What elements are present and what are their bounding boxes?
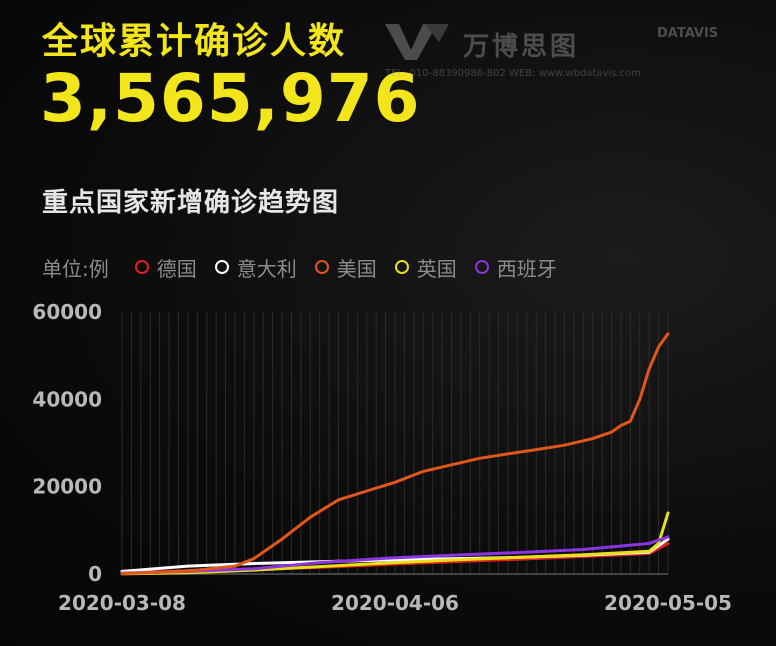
chart-title: 重点国家新增确诊趋势图: [42, 188, 340, 218]
datavis-logo-icon: [385, 24, 449, 60]
chart-grid: [121, 312, 669, 574]
logo-name-en: DATAVIS: [657, 26, 719, 41]
legend-label-uk: 英国: [416, 256, 457, 281]
legend-label-usa: 美国: [336, 256, 377, 281]
legend-label-germany: 德国: [156, 256, 197, 281]
x-tick-label: 2020-05-05: [604, 591, 732, 615]
legend-item-uk: 英国: [394, 253, 457, 282]
y-tick-label: 60000: [32, 300, 102, 324]
legend-label-italy: 意大利: [236, 256, 297, 281]
legend-marker-italy: [214, 260, 229, 274]
legend-marker-usa: [314, 260, 329, 274]
legend-item-italy: 意大利: [214, 253, 297, 282]
watermark-logo: 万博思图 DATAVIS TEL: 010-88390986-802 WEB: …: [385, 18, 745, 88]
legend-marker-spain: [474, 260, 489, 274]
line-chart: 0 20000 40000 60000 2020-03-08 2020-04-06 2020…: [32, 300, 732, 615]
series-line: [120, 535, 670, 575]
legend-marker-germany: [134, 260, 149, 274]
total-confirmed-count: 3,565,976: [40, 60, 421, 137]
series-line: [120, 332, 670, 576]
legend-label-spain: 西班牙: [496, 256, 557, 281]
logo-contact: TEL: 010-88390986-802 WEB: www.wbdatavis…: [385, 68, 641, 79]
x-tick-label: 2020-03-08: [58, 591, 186, 615]
legend-item-germany: 德国: [134, 253, 197, 282]
y-tick-label: 40000: [32, 387, 102, 411]
chart-axes: 0 20000 40000 60000 2020-03-08 2020-04-06 2020…: [32, 300, 732, 615]
logo-name-cn: 万博思图: [463, 32, 580, 62]
y-tick-label: 0: [88, 562, 102, 586]
y-tick-label: 20000: [32, 475, 102, 499]
chart-legend: 单位:例 德国 意大利 美国 英国 西班牙: [42, 253, 575, 282]
x-tick-label: 2020-04-06: [331, 591, 459, 615]
chart-series: [120, 332, 670, 576]
legend-marker-uk: [394, 260, 409, 274]
page-title: 全球累计确诊人数: [42, 21, 347, 62]
legend-item-spain: 西班牙: [474, 253, 557, 282]
legend-item-usa: 美国: [314, 253, 377, 282]
unit-label: 单位:例: [42, 256, 109, 281]
